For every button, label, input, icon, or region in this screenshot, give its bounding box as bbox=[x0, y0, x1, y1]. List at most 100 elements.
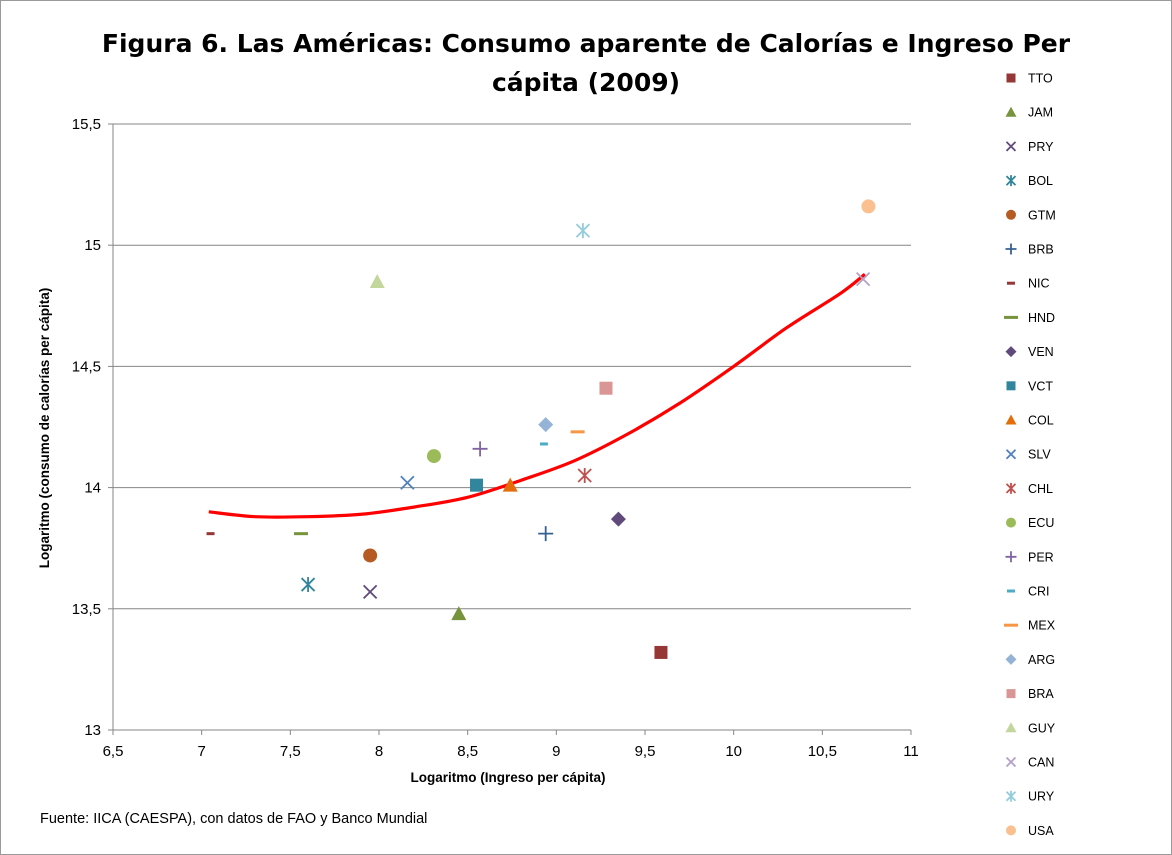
legend-item-pry: PRY bbox=[1005, 140, 1054, 154]
data-point-arg bbox=[538, 417, 554, 433]
legend-marker bbox=[1005, 346, 1017, 358]
legend-item-mex: MEX bbox=[1004, 619, 1056, 633]
x-tick-label: 11 bbox=[903, 743, 919, 760]
data-point-slv bbox=[400, 475, 415, 490]
legend-marker bbox=[1005, 790, 1017, 802]
data-point-tto bbox=[654, 645, 668, 659]
legend-label: ECU bbox=[1028, 516, 1054, 530]
legend-marker bbox=[1005, 756, 1017, 768]
legend-marker bbox=[1007, 281, 1015, 285]
chart-title-line-2: cápita (2009) bbox=[492, 68, 680, 97]
legend-item-arg: ARG bbox=[1005, 653, 1055, 667]
legend-item-hnd: HND bbox=[1004, 311, 1055, 325]
data-points bbox=[206, 199, 876, 659]
legend-label: VEN bbox=[1028, 345, 1054, 359]
legend-marker bbox=[1006, 73, 1016, 83]
legend-item-bol: BOL bbox=[1005, 174, 1053, 188]
chart-title-line-1: Figura 6. Las Américas: Consumo aparente… bbox=[102, 29, 1071, 58]
legend-marker bbox=[1005, 722, 1017, 733]
legend-marker bbox=[1004, 315, 1018, 319]
legend-marker bbox=[1005, 243, 1017, 255]
legend-marker bbox=[1006, 689, 1016, 699]
data-point-cri bbox=[539, 442, 548, 446]
legend-label: VCT bbox=[1028, 379, 1053, 393]
data-point-bol bbox=[300, 577, 316, 593]
y-tick-label: 14,5 bbox=[72, 358, 101, 375]
legend-item-ecu: ECU bbox=[1006, 516, 1054, 530]
data-point-can bbox=[855, 271, 871, 287]
legend-item-vct: VCT bbox=[1006, 379, 1053, 393]
data-point-bra bbox=[599, 381, 613, 395]
legend-item-bra: BRA bbox=[1006, 687, 1054, 701]
legend-item-slv: SLV bbox=[1005, 448, 1051, 462]
axes bbox=[108, 123, 912, 735]
legend-marker bbox=[1006, 381, 1016, 391]
legend-label: GUY bbox=[1028, 721, 1056, 735]
legend: TTO JAM PRY BOL GTM BRB NIC HND VEN VCT COL SLV CHL E… bbox=[1004, 72, 1056, 838]
y-tick-label: 14 bbox=[84, 480, 101, 497]
legend-item-nic: NIC bbox=[1007, 277, 1050, 291]
legend-marker bbox=[1006, 825, 1016, 836]
legend-label: COL bbox=[1028, 414, 1054, 428]
y-tick-label: 15,5 bbox=[72, 116, 101, 133]
legend-label: BRB bbox=[1028, 243, 1054, 257]
data-point-per bbox=[472, 441, 488, 457]
legend-marker bbox=[1005, 449, 1017, 460]
x-tick-label: 7 bbox=[197, 743, 205, 760]
legend-label: CAN bbox=[1028, 756, 1054, 770]
legend-label: URY bbox=[1028, 790, 1055, 804]
legend-item-chl: CHL bbox=[1005, 482, 1053, 496]
legend-marker bbox=[1005, 551, 1017, 563]
data-point-pry bbox=[362, 584, 378, 599]
legend-label: HND bbox=[1028, 311, 1055, 325]
data-point-hnd bbox=[293, 532, 308, 536]
legend-item-jam: JAM bbox=[1005, 106, 1053, 120]
legend-label: ARG bbox=[1028, 653, 1055, 667]
legend-marker bbox=[1006, 517, 1016, 528]
data-point-brb bbox=[538, 526, 554, 542]
legend-item-guy: GUY bbox=[1005, 721, 1056, 735]
x-tick-label: 10 bbox=[725, 743, 742, 760]
source-note: Fuente: IICA (CAESPA), con datos de FAO … bbox=[40, 811, 427, 827]
x-axis-title: Logaritmo (Ingreso per cápita) bbox=[410, 770, 605, 785]
data-point-ury bbox=[575, 223, 591, 239]
legend-item-per: PER bbox=[1005, 550, 1054, 564]
x-tick-label: 9 bbox=[552, 743, 560, 760]
legend-item-brb: BRB bbox=[1005, 243, 1054, 257]
legend-label: MEX bbox=[1028, 619, 1056, 633]
legend-item-ven: VEN bbox=[1005, 345, 1054, 359]
tick-labels: 6,5 7 7,5 8 8,5 9 9,5 10 10,5 11 13 13,5 14 14,5 15 15,… bbox=[72, 116, 919, 760]
legend-item-gtm: GTM bbox=[1006, 208, 1056, 222]
y-tick-label: 13,5 bbox=[72, 601, 101, 618]
legend-marker bbox=[1005, 175, 1017, 187]
x-tick-label: 8 bbox=[375, 743, 383, 760]
legend-item-can: CAN bbox=[1005, 756, 1054, 770]
legend-marker bbox=[1005, 141, 1017, 152]
legend-label: GTM bbox=[1028, 208, 1056, 222]
legend-item-usa: USA bbox=[1006, 824, 1054, 838]
x-tick-label: 8,5 bbox=[457, 743, 478, 760]
legend-item-col: COL bbox=[1005, 414, 1054, 428]
legend-label: PRY bbox=[1028, 140, 1054, 154]
x-tick-label: 6,5 bbox=[103, 743, 124, 760]
data-point-gtm bbox=[363, 548, 378, 563]
legend-item-tto: TTO bbox=[1006, 72, 1053, 86]
x-tick-label: 10,5 bbox=[808, 743, 837, 760]
y-tick-label: 15 bbox=[84, 237, 101, 254]
data-point-mex bbox=[570, 430, 585, 434]
legend-marker bbox=[1004, 623, 1018, 627]
legend-marker bbox=[1005, 106, 1017, 117]
gridlines bbox=[113, 123, 911, 610]
x-tick-label: 9,5 bbox=[635, 743, 656, 760]
legend-label: CRI bbox=[1028, 585, 1050, 599]
data-point-ecu bbox=[426, 449, 441, 464]
chart-title: Figura 6. Las Américas: Consumo aparente… bbox=[102, 29, 1071, 97]
data-point-col bbox=[502, 477, 518, 492]
y-axis-title: Logaritmo (consumo de calorías per cápit… bbox=[37, 288, 52, 569]
legend-label: BRA bbox=[1028, 687, 1054, 701]
data-point-chl bbox=[577, 467, 592, 483]
legend-item-ury: URY bbox=[1005, 790, 1055, 804]
data-point-usa bbox=[861, 199, 876, 214]
